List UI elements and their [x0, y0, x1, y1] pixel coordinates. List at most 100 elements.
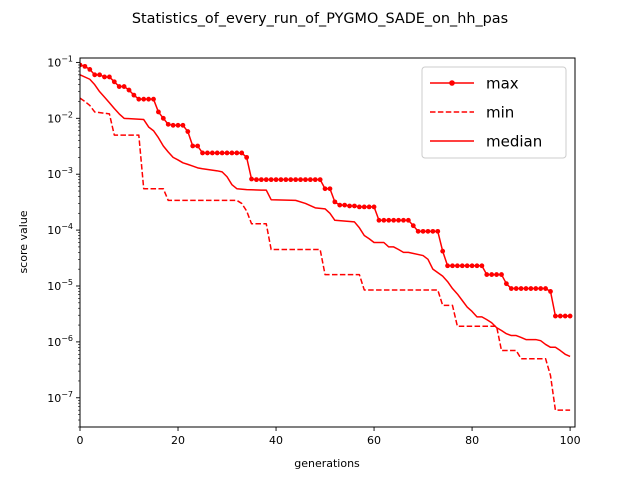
point-max-66	[401, 217, 406, 223]
point-max-69	[415, 228, 421, 234]
y-tick-label: 10−1	[47, 54, 73, 69]
y-axis-label: score value	[17, 210, 30, 273]
point-max-28	[214, 150, 220, 156]
point-max-73	[435, 228, 441, 234]
point-max-0	[80, 62, 83, 68]
point-max-9	[121, 84, 127, 89]
point-max-78	[459, 263, 465, 269]
legend-label-min: min	[486, 104, 514, 122]
point-max-49	[317, 177, 323, 183]
point-max-75	[445, 263, 450, 269]
point-max-45	[298, 177, 303, 183]
point-max-38	[263, 177, 269, 183]
point-max-36	[254, 177, 259, 183]
point-max-68	[410, 223, 416, 229]
point-max-35	[249, 176, 254, 182]
point-max-46	[303, 177, 308, 183]
point-max-40	[273, 177, 279, 183]
point-max-57	[356, 204, 362, 210]
legend-marker-max	[449, 80, 455, 86]
point-max-84	[489, 272, 495, 277]
point-max-48	[312, 177, 318, 183]
chart-title: Statistics_of_every_run_of_PYGMO_SADE_on…	[132, 11, 508, 27]
point-max-41	[278, 177, 284, 183]
x-tick-label: 80	[465, 434, 479, 447]
point-max-16	[156, 109, 161, 115]
y-tick-label: 10−2	[47, 110, 73, 125]
point-max-61	[376, 217, 382, 223]
point-max-64	[391, 217, 397, 223]
point-max-37	[258, 177, 264, 183]
point-max-2	[87, 67, 93, 72]
point-max-31	[229, 150, 235, 156]
point-max-74	[440, 248, 446, 254]
point-max-79	[464, 263, 470, 269]
y-tick-label: 10−7	[47, 390, 73, 405]
legend-label-median: median	[486, 133, 542, 151]
point-max-87	[503, 281, 509, 287]
y-tick-label: 10−3	[47, 166, 73, 181]
point-max-63	[386, 217, 392, 223]
point-max-58	[361, 204, 367, 210]
point-max-11	[131, 92, 137, 98]
point-max-6	[107, 74, 112, 80]
legend: max min median	[421, 66, 567, 159]
y-tick-label: 10−6	[47, 334, 73, 349]
point-max-92	[528, 286, 534, 291]
point-max-52	[332, 199, 338, 205]
point-max-4	[97, 72, 102, 78]
point-max-44	[293, 177, 299, 183]
point-max-99	[562, 313, 568, 319]
point-max-95	[543, 286, 548, 291]
point-max-76	[450, 263, 455, 269]
point-max-8	[116, 84, 122, 89]
point-max-25	[200, 150, 205, 156]
x-tick-label: 100	[560, 434, 581, 447]
point-max-7	[111, 79, 117, 85]
point-max-54	[342, 202, 348, 208]
point-max-51	[327, 186, 333, 192]
point-max-50	[322, 186, 328, 192]
point-max-88	[508, 286, 514, 291]
point-max-89	[513, 286, 519, 291]
point-max-43	[288, 177, 294, 183]
legend-box	[421, 66, 567, 159]
point-max-5	[102, 74, 107, 80]
point-max-10	[126, 87, 132, 93]
point-max-18	[165, 121, 171, 127]
point-max-93	[533, 286, 539, 291]
point-max-96	[548, 289, 553, 294]
point-max-67	[405, 217, 411, 223]
point-max-90	[518, 286, 524, 291]
point-max-34	[244, 154, 250, 160]
series-line-median	[80, 74, 571, 358]
point-max-70	[420, 228, 426, 234]
y-tick-label: 10−5	[47, 278, 73, 293]
point-max-47	[307, 177, 313, 183]
point-max-80	[469, 263, 475, 269]
point-max-23	[190, 143, 196, 149]
point-max-65	[396, 217, 401, 223]
point-max-13	[141, 96, 147, 102]
point-max-83	[484, 272, 490, 277]
legend-label-max: max	[486, 75, 519, 93]
point-max-60	[371, 204, 377, 210]
point-max-85	[494, 272, 499, 277]
point-max-86	[499, 272, 504, 277]
point-max-72	[430, 228, 436, 234]
point-max-97	[553, 313, 558, 319]
y-tick-label: 10−4	[47, 222, 73, 237]
point-max-1	[82, 63, 88, 69]
point-max-62	[381, 217, 387, 223]
point-max-30	[224, 150, 230, 156]
series-line-min	[80, 97, 571, 411]
x-tick-label: 0	[77, 434, 84, 447]
point-max-19	[170, 122, 176, 128]
point-max-55	[347, 203, 352, 209]
point-max-3	[92, 72, 98, 78]
point-max-91	[523, 286, 529, 291]
point-max-81	[474, 263, 480, 269]
point-max-39	[268, 177, 274, 183]
point-max-100	[567, 313, 573, 319]
